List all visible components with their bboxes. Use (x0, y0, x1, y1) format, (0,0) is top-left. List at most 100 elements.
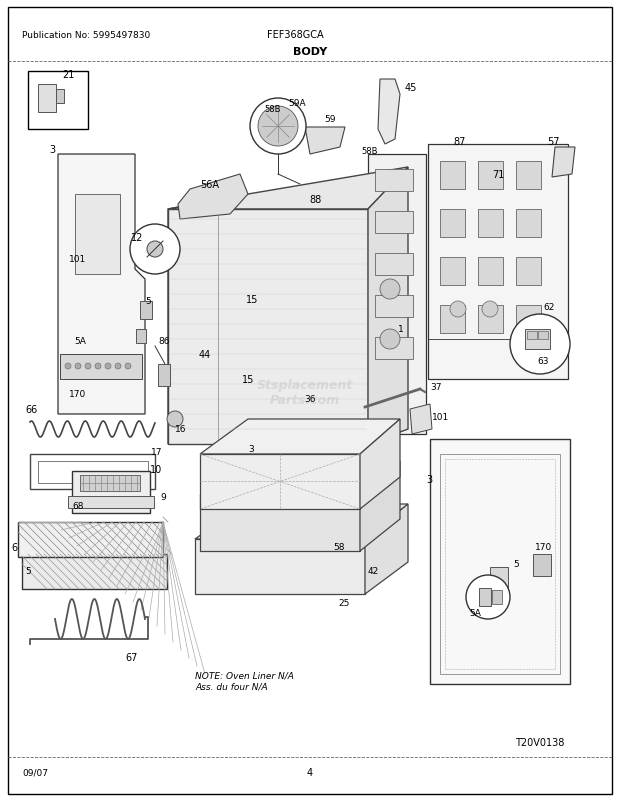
Text: 57: 57 (547, 137, 560, 147)
Bar (75, 195, 120, 274)
Circle shape (250, 99, 306, 155)
Circle shape (258, 107, 298, 147)
Polygon shape (378, 80, 400, 145)
Bar (22, 554, 167, 589)
Polygon shape (178, 175, 248, 220)
Text: 4: 4 (307, 767, 313, 777)
Text: 12: 12 (131, 233, 143, 243)
Bar (30, 455, 155, 489)
Text: 56A: 56A (200, 180, 219, 190)
Circle shape (95, 363, 101, 370)
Text: 101: 101 (69, 255, 87, 264)
Bar (80, 476, 140, 492)
Bar (28, 72, 88, 130)
Bar (440, 306, 465, 334)
Text: Publication No: 5995497830: Publication No: 5995497830 (22, 30, 150, 39)
Bar (516, 306, 541, 334)
Bar (479, 588, 491, 606)
Polygon shape (168, 210, 368, 444)
Text: 15: 15 (242, 375, 254, 384)
Bar (516, 210, 541, 237)
Text: 3: 3 (49, 145, 55, 155)
Text: 170: 170 (69, 390, 87, 399)
Polygon shape (200, 455, 360, 509)
Text: 17: 17 (151, 448, 162, 457)
Bar (18, 522, 163, 557)
Text: 58: 58 (334, 543, 345, 552)
Circle shape (130, 225, 180, 274)
Text: 09/07: 09/07 (22, 768, 48, 776)
Text: 58B: 58B (361, 148, 378, 156)
Text: 44: 44 (199, 350, 211, 359)
Polygon shape (368, 168, 408, 444)
Text: 67: 67 (125, 652, 138, 662)
Circle shape (380, 280, 400, 300)
Circle shape (450, 302, 466, 318)
Text: NOTE: Oven Liner N/A: NOTE: Oven Liner N/A (195, 671, 294, 680)
Bar (56, 90, 64, 104)
Circle shape (85, 363, 91, 370)
Bar (478, 162, 503, 190)
Bar (516, 162, 541, 190)
Bar (478, 210, 503, 237)
Text: 62: 62 (544, 303, 555, 312)
Text: 5: 5 (25, 567, 31, 576)
Bar (375, 170, 413, 192)
Text: 42: 42 (368, 567, 379, 576)
Polygon shape (200, 461, 400, 496)
Text: 5: 5 (513, 560, 519, 569)
Polygon shape (305, 128, 345, 155)
Polygon shape (60, 354, 142, 379)
Bar (375, 338, 413, 359)
Bar (533, 554, 551, 577)
Text: 5A: 5A (74, 337, 86, 346)
Polygon shape (410, 404, 432, 435)
Polygon shape (360, 419, 400, 509)
Polygon shape (360, 461, 400, 551)
Bar (478, 257, 503, 286)
Text: 66: 66 (25, 404, 37, 415)
Bar (158, 365, 170, 387)
Text: 59A: 59A (288, 99, 306, 107)
Text: 6: 6 (12, 542, 18, 553)
Circle shape (65, 363, 71, 370)
Text: BODY: BODY (293, 47, 327, 57)
Bar (440, 162, 465, 190)
Text: 3: 3 (248, 445, 254, 454)
Text: Stsplacement
Parts.com: Stsplacement Parts.com (257, 379, 353, 407)
Text: 87: 87 (454, 137, 466, 147)
Bar (136, 330, 146, 343)
Bar (375, 253, 413, 276)
Text: 5A: 5A (469, 609, 481, 618)
Text: 59: 59 (324, 115, 336, 124)
Polygon shape (168, 195, 248, 444)
Text: 58B: 58B (265, 105, 281, 115)
Text: 3: 3 (426, 475, 432, 484)
Bar (428, 145, 568, 379)
Bar (516, 257, 541, 286)
Text: 21: 21 (62, 70, 74, 80)
Text: 170: 170 (535, 543, 552, 552)
Polygon shape (195, 504, 408, 539)
Bar (38, 85, 56, 113)
Circle shape (167, 411, 183, 427)
Polygon shape (552, 148, 575, 178)
Circle shape (75, 363, 81, 370)
Circle shape (125, 363, 131, 370)
Bar (490, 567, 508, 589)
Bar (375, 296, 413, 318)
Circle shape (380, 330, 400, 350)
Text: 71: 71 (492, 170, 504, 180)
Text: 37: 37 (430, 383, 441, 392)
Text: 36: 36 (304, 395, 316, 404)
Text: 63: 63 (538, 357, 549, 366)
Text: T20V0138: T20V0138 (515, 737, 565, 747)
Bar (527, 331, 537, 339)
Bar (375, 212, 413, 233)
Bar (72, 472, 150, 513)
Text: 10: 10 (150, 464, 162, 475)
Text: 45: 45 (405, 83, 417, 93)
Polygon shape (200, 419, 400, 455)
Circle shape (482, 302, 498, 318)
Circle shape (115, 363, 121, 370)
